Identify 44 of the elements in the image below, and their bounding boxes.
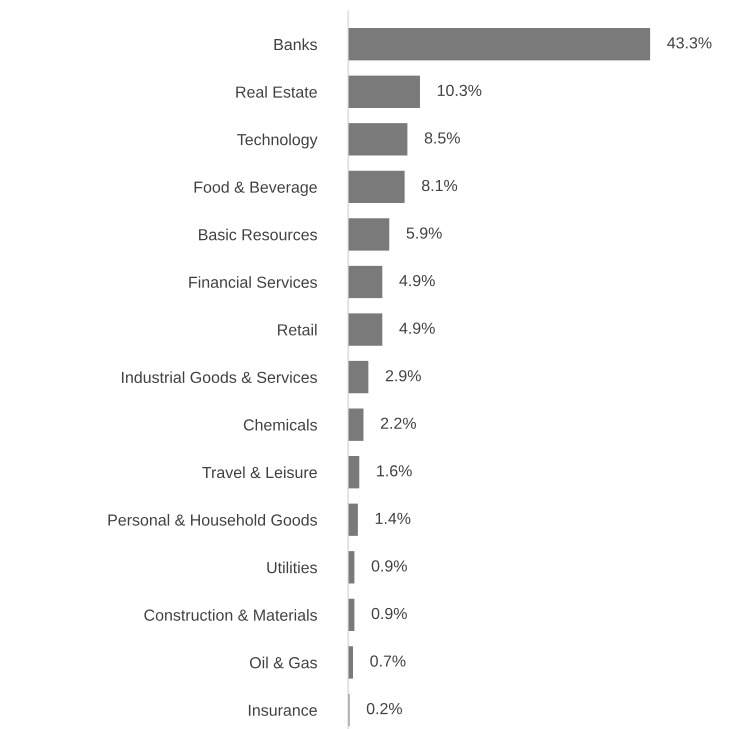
bar: [348, 646, 354, 679]
bar: [348, 28, 650, 60]
bar: [348, 170, 405, 204]
y-tick-label: Food & Beverage: [194, 181, 317, 196]
data-label: 43.3%: [667, 37, 712, 49]
bar: [348, 218, 390, 251]
data-label: 8.1%: [422, 180, 458, 192]
data-label: 10.3%: [438, 84, 482, 96]
bar: [348, 76, 420, 108]
data-label: 4.9%: [399, 322, 435, 334]
data-label: 0.9%: [372, 560, 407, 572]
data-label: 1.4%: [376, 512, 410, 524]
y-tick-label: Technology: [237, 134, 318, 148]
data-label: 0.2%: [366, 702, 402, 714]
bar: [348, 313, 382, 346]
bar: [348, 266, 382, 298]
y-tick-label: Oil & Gas: [250, 656, 317, 668]
y-tick-label: Banks: [274, 38, 317, 50]
data-label: 0.9%: [372, 608, 407, 620]
y-tick-label: Real Estate: [236, 86, 317, 98]
bar: [348, 456, 360, 488]
bar: [348, 360, 368, 394]
data-label: 0.7%: [370, 655, 406, 667]
bar: [348, 598, 354, 632]
bar: [348, 504, 358, 536]
data-label: 2.9%: [386, 370, 421, 382]
y-tick-label: Financial Services: [189, 276, 317, 288]
data-label: 1.6%: [377, 465, 412, 476]
data-label: 5.9%: [406, 227, 442, 239]
y-tick-label: Personal & Household Goods: [108, 514, 318, 526]
y-tick-label: Industrial Goods & Services: [122, 371, 318, 384]
y-tick-label: Utilities: [267, 562, 317, 574]
y-tick-label: Chemicals: [244, 418, 317, 431]
y-tick-label: Construction & Materials: [144, 609, 318, 621]
data-label: 2.2%: [380, 418, 416, 429]
bar: [348, 408, 364, 441]
y-tick-label: Retail: [278, 324, 317, 336]
data-label: 8.5%: [424, 132, 460, 144]
bar: [348, 123, 408, 156]
bar: [348, 551, 354, 584]
data-label: 4.9%: [399, 274, 435, 286]
y-tick-label: Insurance: [248, 704, 317, 716]
y-tick-label: Basic Resources: [199, 228, 317, 240]
y-tick-label: Travel & Leisure: [202, 466, 317, 478]
